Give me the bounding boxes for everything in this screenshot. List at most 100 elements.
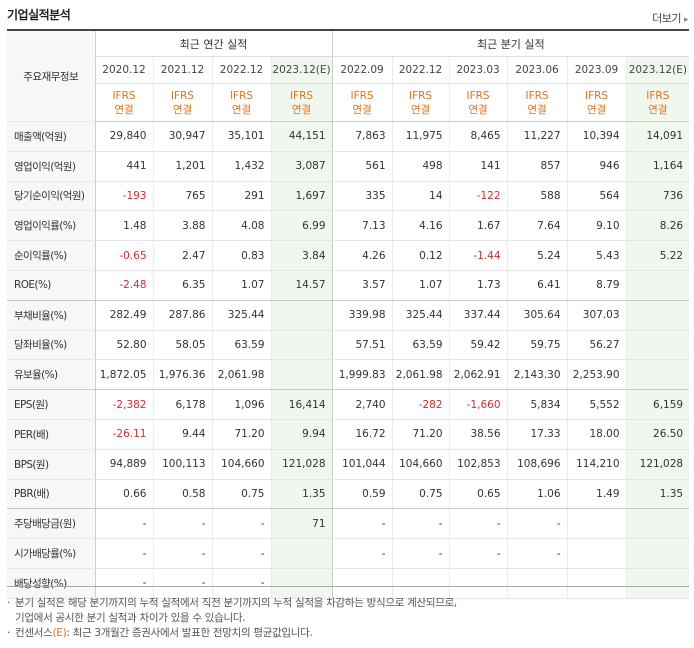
- table-row: EPS(원) -2,382 6,178 1,096 16,414 2,740 -282 -1,…: [7, 389, 690, 420]
- table-cell: -2,382: [94, 389, 153, 420]
- more-link[interactable]: 더보기 ▸: [652, 10, 688, 26]
- ifrs-header: IFRS 연결: [152, 83, 212, 122]
- table-cell: -26.11: [94, 419, 153, 450]
- table-cell: -: [152, 538, 212, 569]
- row-label: EPS(원): [7, 389, 95, 420]
- table-cell: 1,096: [211, 389, 271, 420]
- row-label: PER(배): [7, 419, 95, 450]
- period-header: 2023.03: [448, 56, 508, 84]
- more-link-label: 더보기: [652, 12, 681, 25]
- table-cell: 9.44: [152, 419, 212, 450]
- table-cell: 2,061.98: [391, 359, 450, 391]
- row-label: 영업이익(억원): [7, 151, 95, 182]
- table-top-border: [7, 29, 689, 31]
- table-cell: [448, 568, 508, 599]
- table-cell: 4.26: [331, 240, 393, 271]
- ifrs-header: IFRS 연결: [391, 83, 450, 122]
- table-cell: 6.41: [506, 270, 568, 301]
- table-cell: 2,740: [331, 389, 393, 420]
- table-cell: -: [331, 508, 393, 540]
- table-cell: 1,872.05: [94, 359, 153, 391]
- table-cell: 7.64: [506, 210, 568, 242]
- table-cell: 94,889: [94, 449, 153, 480]
- table-cell: 498: [391, 151, 450, 182]
- ifrs-label: IFRS: [350, 89, 374, 102]
- ifrs-header: IFRS 연결: [506, 83, 568, 122]
- period-header: 2022.12: [211, 56, 271, 84]
- table-bottom-border: [7, 586, 689, 587]
- table-cell: 588: [506, 181, 568, 212]
- table-cell: -: [152, 568, 212, 599]
- row-label: 시가배당률(%): [7, 538, 95, 569]
- table-cell: 0.59: [331, 479, 393, 510]
- table-cell: 4.08: [211, 210, 271, 242]
- table-cell: 114,210: [566, 449, 627, 480]
- table-cell: 9.10: [566, 210, 627, 242]
- ifrs-header: IFRS 연결: [625, 83, 690, 122]
- table-cell: 2,253.90: [566, 359, 627, 391]
- ifrs-label: IFRS: [466, 89, 490, 102]
- table-cell: 2,062.91: [448, 359, 508, 391]
- chevron-right-icon: ▸: [683, 15, 689, 25]
- table-cell: [625, 270, 690, 301]
- table-row: 부채비율(%) 282.49 287.86 325.44 339.98 325.44 337…: [7, 300, 690, 331]
- table-cell: 2,061.98: [211, 359, 271, 391]
- table-cell: 14.57: [270, 270, 333, 301]
- row-label: ROE(%): [7, 270, 95, 301]
- table-cell: [625, 568, 690, 599]
- table-cell: 0.12: [391, 240, 450, 271]
- ifrs-header: IFRS 연결: [448, 83, 508, 122]
- table-row: PER(배) -26.11 9.44 71.20 9.94 16.72 71.20 38.56…: [7, 419, 690, 450]
- note-line3-pre: 컨센서스: [15, 627, 53, 639]
- table-cell: 6,178: [152, 389, 212, 420]
- table-row: 매출액(억원) 29,840 30,947 35,101 44,151 7,863 11,9…: [7, 121, 690, 152]
- section-title: 기업실적분석: [7, 8, 71, 22]
- row-label: BPS(원): [7, 449, 95, 480]
- ifrs-header: IFRS 연결: [270, 83, 333, 122]
- table-cell: 71.20: [211, 419, 271, 450]
- table-cell: 121,028: [625, 449, 690, 480]
- table-cell: 5.24: [506, 240, 568, 271]
- table-cell: 71: [270, 508, 333, 540]
- table-cell: 1.67: [448, 210, 508, 242]
- table-row: 영업이익률(%) 1.48 3.88 4.08 6.99 7.13 4.16 1.67 7.64…: [7, 210, 690, 242]
- table-cell: 16.72: [331, 419, 393, 450]
- table-cell: -: [211, 538, 271, 569]
- table-cell: 4.16: [391, 210, 450, 242]
- ifrs-label: IFRS: [584, 89, 609, 102]
- table-cell: 29,840: [94, 121, 153, 152]
- row-header-label: 주요재무정보: [7, 31, 95, 122]
- table-cell: 26.50: [625, 419, 690, 450]
- table-row: PBR(배) 0.66 0.58 0.75 1.35 0.59 0.75 0.65 1.06 1.…: [7, 479, 690, 510]
- note-quarter: 분기 실적은 해당 분기까지의 누적 실적에서 직전 분기까지의 누적 실적을 …: [7, 596, 687, 611]
- table-cell: -: [94, 508, 153, 540]
- table-cell: 5.22: [625, 240, 690, 271]
- table-cell: -1,660: [448, 389, 508, 420]
- row-label: PBR(배): [7, 479, 95, 510]
- table-cell: 339.98: [331, 300, 393, 331]
- table-cell: -: [448, 538, 508, 569]
- table-cell: 30,947: [152, 121, 212, 152]
- consolidated-label: 연결: [352, 103, 372, 116]
- table-cell: -: [211, 568, 271, 599]
- row-label: 부채비율(%): [7, 300, 95, 331]
- table-cell: 307.03: [566, 300, 627, 331]
- consolidated-label: 연결: [586, 103, 607, 116]
- table-cell: 282.49: [94, 300, 153, 331]
- row-label: 당기순이익(억원): [7, 181, 95, 212]
- consolidated-label: 연결: [527, 103, 547, 116]
- table-cell: 335: [331, 181, 393, 212]
- table-row: 주당배당금(원) - - -71- - - -: [7, 508, 690, 540]
- table-cell: 104,660: [391, 449, 450, 480]
- table-cell: 1.35: [625, 479, 690, 510]
- table-cell: 38.56: [448, 419, 508, 450]
- row-label: 순이익률(%): [7, 240, 95, 271]
- table-cell: 14,091: [625, 121, 690, 152]
- table-cell: 765: [152, 181, 212, 212]
- note-consensus: 컨센서스(E): 최근 3개월간 증권사에서 발표한 전망치의 평균값입니다.: [7, 626, 687, 641]
- period-header: 2023.06: [506, 56, 568, 84]
- table-cell: [391, 568, 450, 599]
- table-row: 순이익률(%) -0.65 2.47 0.83 3.84 4.26 0.12 -1.44 5.2…: [7, 240, 690, 271]
- table-cell: 5.43: [566, 240, 627, 271]
- table-cell: -: [94, 538, 153, 569]
